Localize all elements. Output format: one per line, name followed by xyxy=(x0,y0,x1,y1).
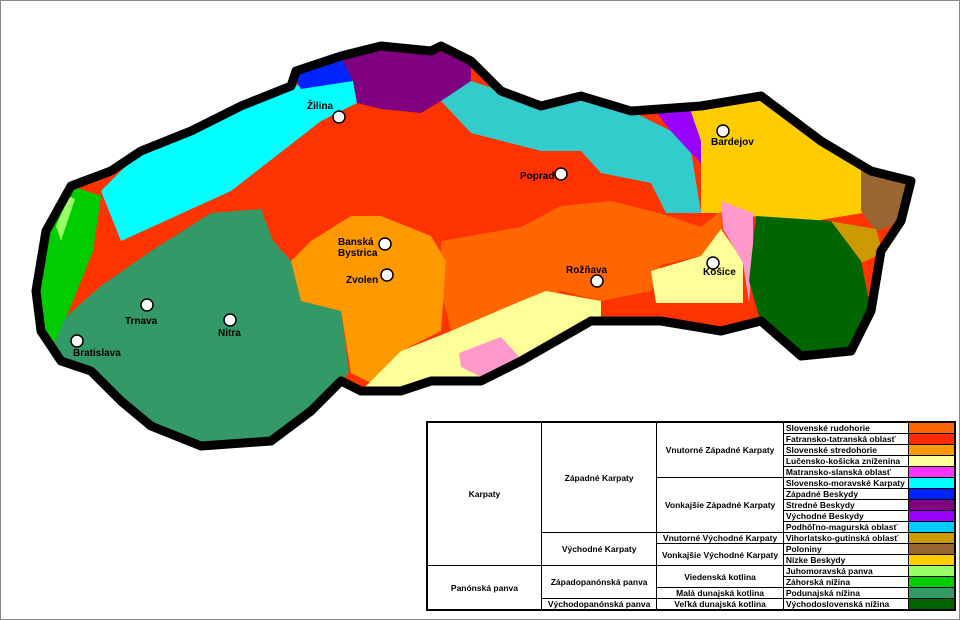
region-lucensko-kosicka-2 xyxy=(651,229,743,303)
legend-unit-label: Západné Beskydy xyxy=(782,488,910,500)
city-label: Bratislava xyxy=(73,348,121,359)
legend-cell: Západné Karpaty xyxy=(540,421,658,533)
region-slovenske-rudohorie xyxy=(441,201,723,331)
legend-color-swatch xyxy=(908,466,956,478)
city-marker xyxy=(223,313,237,327)
region-vychodne-beskydy xyxy=(656,109,711,173)
legend-cell: Vonkajšie Východné Karpaty xyxy=(656,543,784,566)
legend-cell: Vonkajšie Západné Karpaty xyxy=(656,477,784,533)
legend-color-swatch xyxy=(908,554,956,566)
city-marker xyxy=(706,256,720,270)
region-slovensko-moravske-karpaty xyxy=(101,81,357,241)
region-stredne-beskydy xyxy=(341,46,471,113)
region-zahorska-nizina xyxy=(36,186,101,346)
legend-row: Východopanónská panva Veľká dunajská kotl… xyxy=(427,598,956,611)
city-marker xyxy=(590,274,604,288)
legend-unit-label: Fatransko-tatranská oblasť xyxy=(782,433,910,445)
city-label: Bardejov xyxy=(711,137,754,148)
city-marker xyxy=(716,124,730,138)
legend-color-swatch xyxy=(908,532,956,544)
legend-table: Karpaty Západné Karpaty Vnutorné Západné K… xyxy=(426,421,956,611)
region-zapadne-beskydy xyxy=(291,56,353,89)
legend-unit-label: Slovenské stredohorie xyxy=(782,444,910,456)
legend-row: Lučensko-košicka zníženina xyxy=(427,455,956,467)
region-matransko-slanska-1 xyxy=(721,201,753,303)
city-marker xyxy=(554,167,568,181)
legend-color-swatch xyxy=(908,444,956,456)
legend-unit-label: Stredné Beskydy xyxy=(782,499,910,511)
city-label: Bystrica xyxy=(338,248,378,259)
city-label: Košice xyxy=(703,267,736,278)
legend-color-swatch xyxy=(908,455,956,467)
region-vihorlatsko-gutinska xyxy=(829,221,883,263)
legend-cell: Vnutorné Východné Karpaty xyxy=(656,532,784,544)
city-label: Rožňava xyxy=(566,265,608,276)
legend-cell: Východné Karpaty xyxy=(540,532,658,566)
region-vychodoslovenska-nizina xyxy=(749,216,871,359)
legend-color-swatch xyxy=(908,598,956,611)
legend-row: Vonkajšie Západné Karpaty Slovensko-morav… xyxy=(427,477,956,533)
legend-color-swatch xyxy=(908,587,956,599)
legend-unit-label: Slovenské rudohorie xyxy=(782,421,910,434)
legend-unit-label: Nízke Beskydy xyxy=(782,554,910,566)
legend-color-swatch xyxy=(908,576,956,588)
legend-row: Fatransko-tatranská oblasť xyxy=(427,433,956,445)
city-label: Zvolen xyxy=(346,275,378,286)
city-marker xyxy=(378,237,392,251)
legend-unit-label: Lučensko-košicka zníženina xyxy=(782,455,910,467)
city-label: Trnava xyxy=(125,316,158,327)
legend-unit-label: Východoslovenská nížina xyxy=(782,598,910,611)
city-marker xyxy=(140,298,154,312)
legend-cell: Východopanónská panva xyxy=(540,598,658,611)
legend-row: Panónská panva Západopanónská panva Vieden… xyxy=(426,565,956,611)
legend-cell: Karpaty xyxy=(426,421,542,566)
legend-color-swatch xyxy=(908,421,956,434)
legend-row: Karpaty Západné Karpaty Vnutorné Západné K… xyxy=(426,421,956,566)
region-nizke-beskydy xyxy=(689,91,871,223)
legend-unit-label: Matransko-slanská oblasť xyxy=(782,466,910,478)
legend-row: Vonkajšie Východné Karpaty Poloniny xyxy=(427,543,956,566)
legend-unit-label: Východné Beskydy xyxy=(782,510,910,522)
legend-row: Stredné Beskydy xyxy=(427,499,956,511)
region-juhomoravska-panva xyxy=(56,196,75,241)
legend-cell: Viedenská kotlina xyxy=(656,565,784,588)
legend-unit-label: Podunajská nížina xyxy=(782,587,910,599)
city-label: Poprad xyxy=(520,171,554,182)
city-label: Nitra xyxy=(218,328,241,339)
city-marker xyxy=(332,110,346,124)
legend-color-swatch xyxy=(908,477,956,489)
legend-unit-label: Poloniny xyxy=(782,543,910,555)
city-marker xyxy=(380,268,394,282)
legend-unit-label: Juhomoravská panva xyxy=(782,565,910,577)
region-lucensko-kosicka-1 xyxy=(356,291,601,396)
legend-color-swatch xyxy=(908,521,956,533)
legend-cell: Vnutorné Západné Karpaty xyxy=(656,421,784,478)
legend-cell: Panónská panva xyxy=(426,565,542,611)
legend-color-swatch xyxy=(908,510,956,522)
legend-color-swatch xyxy=(908,488,956,500)
legend-cell: Západopanónská panva xyxy=(540,565,658,599)
legend-unit-label: Záhorská nížina xyxy=(782,576,910,588)
legend-color-swatch xyxy=(908,543,956,555)
legend-unit-label: Vihorlatsko-gutinská oblasť xyxy=(782,532,910,544)
legend-color-swatch xyxy=(908,433,956,445)
legend-unit-label: Slovensko-moravské Karpaty xyxy=(782,477,910,489)
legend-row: Malá dunajská kotlina Podunajská nížina xyxy=(427,587,956,599)
region-slovenske-stredohorie xyxy=(291,216,446,383)
legend-cell: Malá dunajská kotlina xyxy=(656,587,784,599)
city-label: Žilina xyxy=(307,99,334,112)
legend-unit-label: Podhôľno-magurská oblasť xyxy=(782,521,910,533)
city-label: Banská xyxy=(338,237,374,248)
region-podunajska-nizina xyxy=(41,209,349,446)
city-marker xyxy=(70,334,84,348)
legend-cell: Veľká dunajská kotlina xyxy=(656,598,784,611)
legend-color-swatch xyxy=(908,565,956,577)
legend-color-swatch xyxy=(908,499,956,511)
